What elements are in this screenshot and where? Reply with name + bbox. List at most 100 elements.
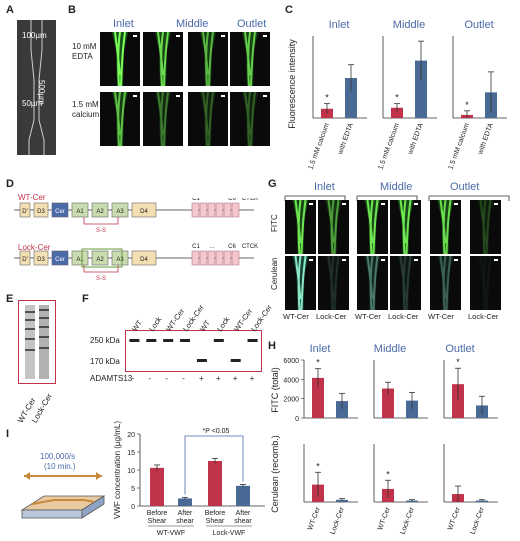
- scale-bar: [309, 259, 313, 261]
- scale-bar: [342, 259, 346, 261]
- c-domain: [199, 250, 208, 266]
- c-domain: [223, 250, 232, 266]
- group-title: Outlet: [445, 343, 474, 355]
- micro-b-r1-c2: [188, 92, 228, 146]
- band-250: [129, 339, 140, 342]
- domain-box: [111, 202, 129, 218]
- sig-mark: *: [316, 461, 320, 471]
- signal: [479, 256, 492, 310]
- bar: [452, 384, 464, 418]
- adamts-label: ADAMTS13: [90, 374, 133, 383]
- x-tick-label: Before: [205, 510, 226, 517]
- panel-label-a: A: [6, 4, 14, 16]
- c-domain: [199, 202, 208, 218]
- signal: [112, 92, 128, 146]
- group-title: Inlet: [329, 19, 350, 31]
- glow: [477, 200, 494, 254]
- c-domain: [215, 202, 224, 218]
- g-row-cerulean: Cerulean: [270, 257, 279, 290]
- strand: [294, 256, 307, 310]
- domain-box: [19, 250, 31, 266]
- c-domain: [191, 250, 200, 266]
- ss-bridge: [83, 217, 119, 225]
- micro-g-fitc-1: [318, 200, 349, 254]
- c6-label: C6: [228, 244, 236, 250]
- g-lane-label: Lock-Cer: [388, 312, 419, 321]
- scale-bar: [263, 35, 267, 37]
- strand: [439, 256, 452, 310]
- y-axis-label: VWF concentration (µg/mL): [113, 421, 122, 519]
- ss-bridge: [83, 265, 119, 273]
- sig-mark: *: [325, 93, 329, 103]
- domain-box: [71, 250, 89, 266]
- y-tick-label: 0: [295, 416, 299, 423]
- ctck-label: CTCK: [242, 198, 258, 202]
- scale-bar: [454, 203, 458, 205]
- micro-g-fitc-2: [357, 200, 388, 254]
- x-tick-label: After: [178, 510, 193, 517]
- signal: [397, 200, 414, 254]
- g-col-outlet: Outlet: [450, 181, 480, 193]
- signal: [242, 32, 258, 86]
- glow: [397, 256, 414, 310]
- y-tick-label: 2000: [283, 397, 299, 404]
- bar: [208, 461, 222, 506]
- c-domain: [207, 250, 216, 266]
- dim-500: 500µm: [37, 80, 46, 105]
- domain-box: [131, 250, 157, 266]
- g-lane-label: WT-Cer: [355, 312, 381, 321]
- c-domain: [223, 202, 232, 218]
- scale-bar: [176, 35, 180, 37]
- scale-bar: [414, 259, 418, 261]
- bracket-label: *P <0.05: [203, 428, 230, 435]
- micro-g-cer-0: [285, 256, 316, 310]
- strand: [244, 32, 256, 86]
- domain-label: A3: [116, 257, 124, 263]
- signal: [242, 92, 258, 146]
- y-tick-label: 4000: [283, 377, 299, 384]
- signal: [325, 256, 342, 310]
- scale-bar: [176, 95, 180, 97]
- scale-bar: [133, 95, 137, 97]
- chart-h: Inlet Middle Outlet 0 2000 4000 6000 * * FITC (to…: [270, 343, 498, 536]
- shear-time: (10 min.): [44, 462, 76, 471]
- signal: [364, 200, 381, 254]
- bar: [391, 107, 403, 118]
- mw-170: 170 kDa: [90, 357, 120, 366]
- sig-mark: *: [395, 93, 399, 103]
- x-tick-label: WT-Cer: [447, 506, 462, 532]
- chart-c: Inlet Middle Outlet * 1.5 mM calcium with EDT…: [287, 19, 507, 171]
- glow: [200, 92, 216, 146]
- domain-box: [51, 250, 69, 266]
- domain-label: D': [22, 209, 27, 215]
- x-tick-label: shear: [234, 518, 252, 525]
- bar: [336, 401, 348, 418]
- scale-bar: [221, 95, 225, 97]
- x-tick-label: shear: [176, 518, 194, 525]
- g-lane-label: Lock-Cer: [468, 312, 499, 321]
- sig-mark: *: [316, 358, 320, 368]
- strand: [399, 200, 412, 254]
- adamts-sign: +: [232, 374, 238, 383]
- g-brackets: [284, 195, 510, 201]
- x-tick-label: After: [236, 510, 251, 517]
- y-tick-label: 6000: [283, 358, 299, 365]
- x-tick-label: Lock-Cer: [330, 506, 347, 536]
- y-tick-label: 0: [131, 504, 135, 511]
- b-col-inlet: Inlet: [113, 18, 134, 30]
- x-tick-label: Lock-Cer: [470, 506, 487, 536]
- glow: [325, 256, 342, 310]
- blot-f: [125, 330, 262, 372]
- gel-e: [18, 300, 56, 384]
- y-tick-label: 10: [127, 468, 135, 475]
- band-250: [247, 339, 258, 342]
- signal: [112, 32, 128, 86]
- glow: [364, 256, 381, 310]
- dim-50: 50µm: [22, 99, 43, 108]
- adamts-sign: -: [165, 374, 168, 383]
- domain-label: Cer: [55, 209, 65, 215]
- c-domain: [215, 250, 224, 266]
- ss-label: S-S: [96, 276, 106, 282]
- scale-bar: [221, 35, 225, 37]
- x-tick-label: Before: [147, 510, 168, 517]
